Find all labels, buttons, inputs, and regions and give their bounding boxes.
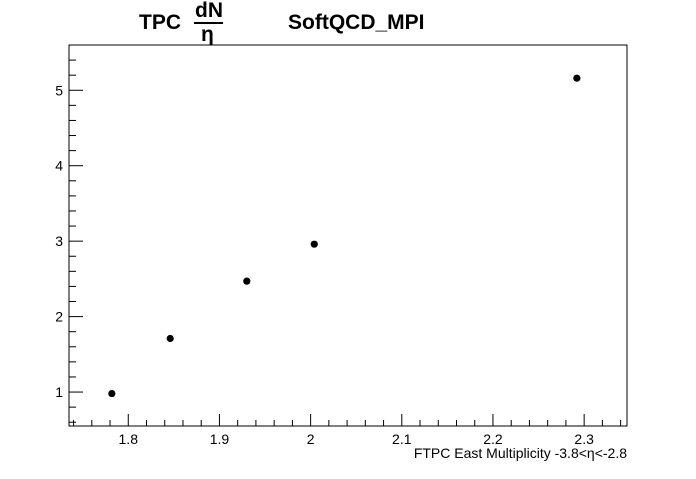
data-point [166, 334, 174, 343]
y-tick-label: 3 [55, 233, 63, 249]
y-tick-label: 1 [55, 384, 63, 400]
chart-title: TPC dN η SoftQCD_MPI [139, 0, 425, 46]
x-tick-label: 1.8 [119, 431, 139, 447]
y-tick-label: 4 [55, 158, 63, 174]
data-points [108, 74, 581, 398]
y-tick-label: 5 [55, 82, 63, 98]
x-tick-label: 2.2 [483, 431, 503, 447]
title-prefix: TPC [139, 11, 181, 34]
x-tick-label: 2 [307, 431, 315, 447]
data-point [108, 389, 116, 398]
plot-frame [68, 44, 628, 427]
x-tick-label: 2.3 [574, 431, 594, 447]
x-tick-label: 2.1 [392, 431, 412, 447]
title-fraction-numerator: dN [195, 0, 223, 22]
title-fraction-denominator: η [201, 23, 214, 46]
data-point [310, 240, 318, 248]
data-point [243, 277, 251, 285]
x-axis-label: FTPC East Multiplicity -3.8<η<-2.8 [414, 445, 627, 461]
data-point [573, 74, 581, 82]
x-axis: 1.8 1.9 2 2.1 2.2 2.3 [73, 414, 622, 447]
y-tick-label: 2 [55, 309, 63, 325]
x-tick-label: 1.9 [210, 431, 230, 447]
title-suffix: SoftQCD_MPI [288, 11, 425, 34]
y-axis: 1 2 3 4 5 [55, 44, 83, 423]
